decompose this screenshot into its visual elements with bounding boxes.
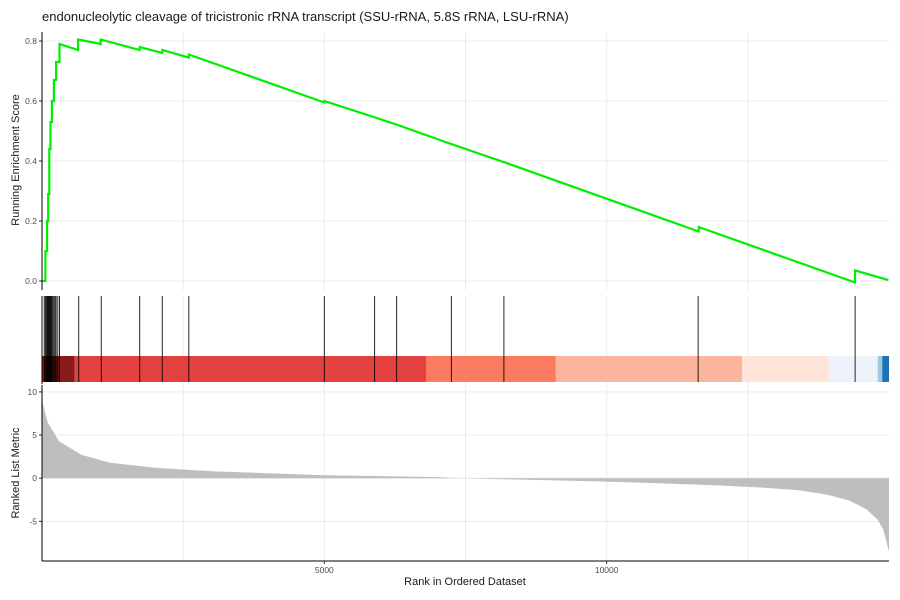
ranked-list-metric-area bbox=[42, 391, 889, 552]
gene-hit-marks bbox=[43, 296, 856, 382]
y-tick-label: 0.0 bbox=[25, 276, 37, 286]
ranked-metric-y-ticks: -5 0 5 10 bbox=[28, 387, 42, 526]
x-axis-ticks: 5000 10000 bbox=[315, 561, 619, 575]
running-score-y-ticks: 0.0 0.2 0.4 0.6 0.8 bbox=[25, 36, 42, 286]
rank-color-bar bbox=[42, 356, 889, 382]
y-tick-label: 0.4 bbox=[25, 156, 37, 166]
color-bar-segment bbox=[74, 356, 426, 382]
running-enrichment-score-line bbox=[42, 38, 889, 285]
y-tick-label: 0 bbox=[32, 473, 37, 483]
ranked-metric-y-axis-title: Ranked List Metric bbox=[10, 427, 22, 519]
x-tick-label: 10000 bbox=[595, 565, 619, 575]
y-tick-label: 0.2 bbox=[25, 216, 37, 226]
running-score-gridlines bbox=[42, 32, 889, 290]
y-tick-label: -5 bbox=[29, 516, 37, 526]
ranked-metric-gridlines bbox=[42, 385, 889, 561]
x-axis-title: Rank in Ordered Dataset bbox=[404, 576, 526, 588]
chart-title: endonucleolytic cleavage of tricistronic… bbox=[42, 9, 569, 24]
y-tick-label: 0.8 bbox=[25, 36, 37, 46]
color-bar-segment bbox=[425, 356, 556, 382]
y-tick-label: 5 bbox=[32, 430, 37, 440]
y-tick-label: 10 bbox=[28, 387, 38, 397]
color-bar-segment bbox=[742, 356, 829, 382]
x-tick-label: 5000 bbox=[315, 565, 334, 575]
running-score-y-axis-title: Running Enrichment Score bbox=[10, 94, 22, 225]
color-bar-segment bbox=[882, 356, 889, 382]
color-bar-segment bbox=[828, 356, 878, 382]
running-score-panel: 0.0 0.2 0.4 0.6 0.8 Running Enrichment Score bbox=[10, 32, 889, 290]
color-bar-segment bbox=[877, 356, 883, 382]
hits-panel bbox=[41, 296, 889, 384]
color-bar-segment bbox=[555, 356, 743, 382]
y-tick-label: 0.6 bbox=[25, 96, 37, 106]
ranked-metric-panel: -5 0 5 10 5000 10000 Ranked List Metric Rank… bbox=[10, 385, 889, 588]
